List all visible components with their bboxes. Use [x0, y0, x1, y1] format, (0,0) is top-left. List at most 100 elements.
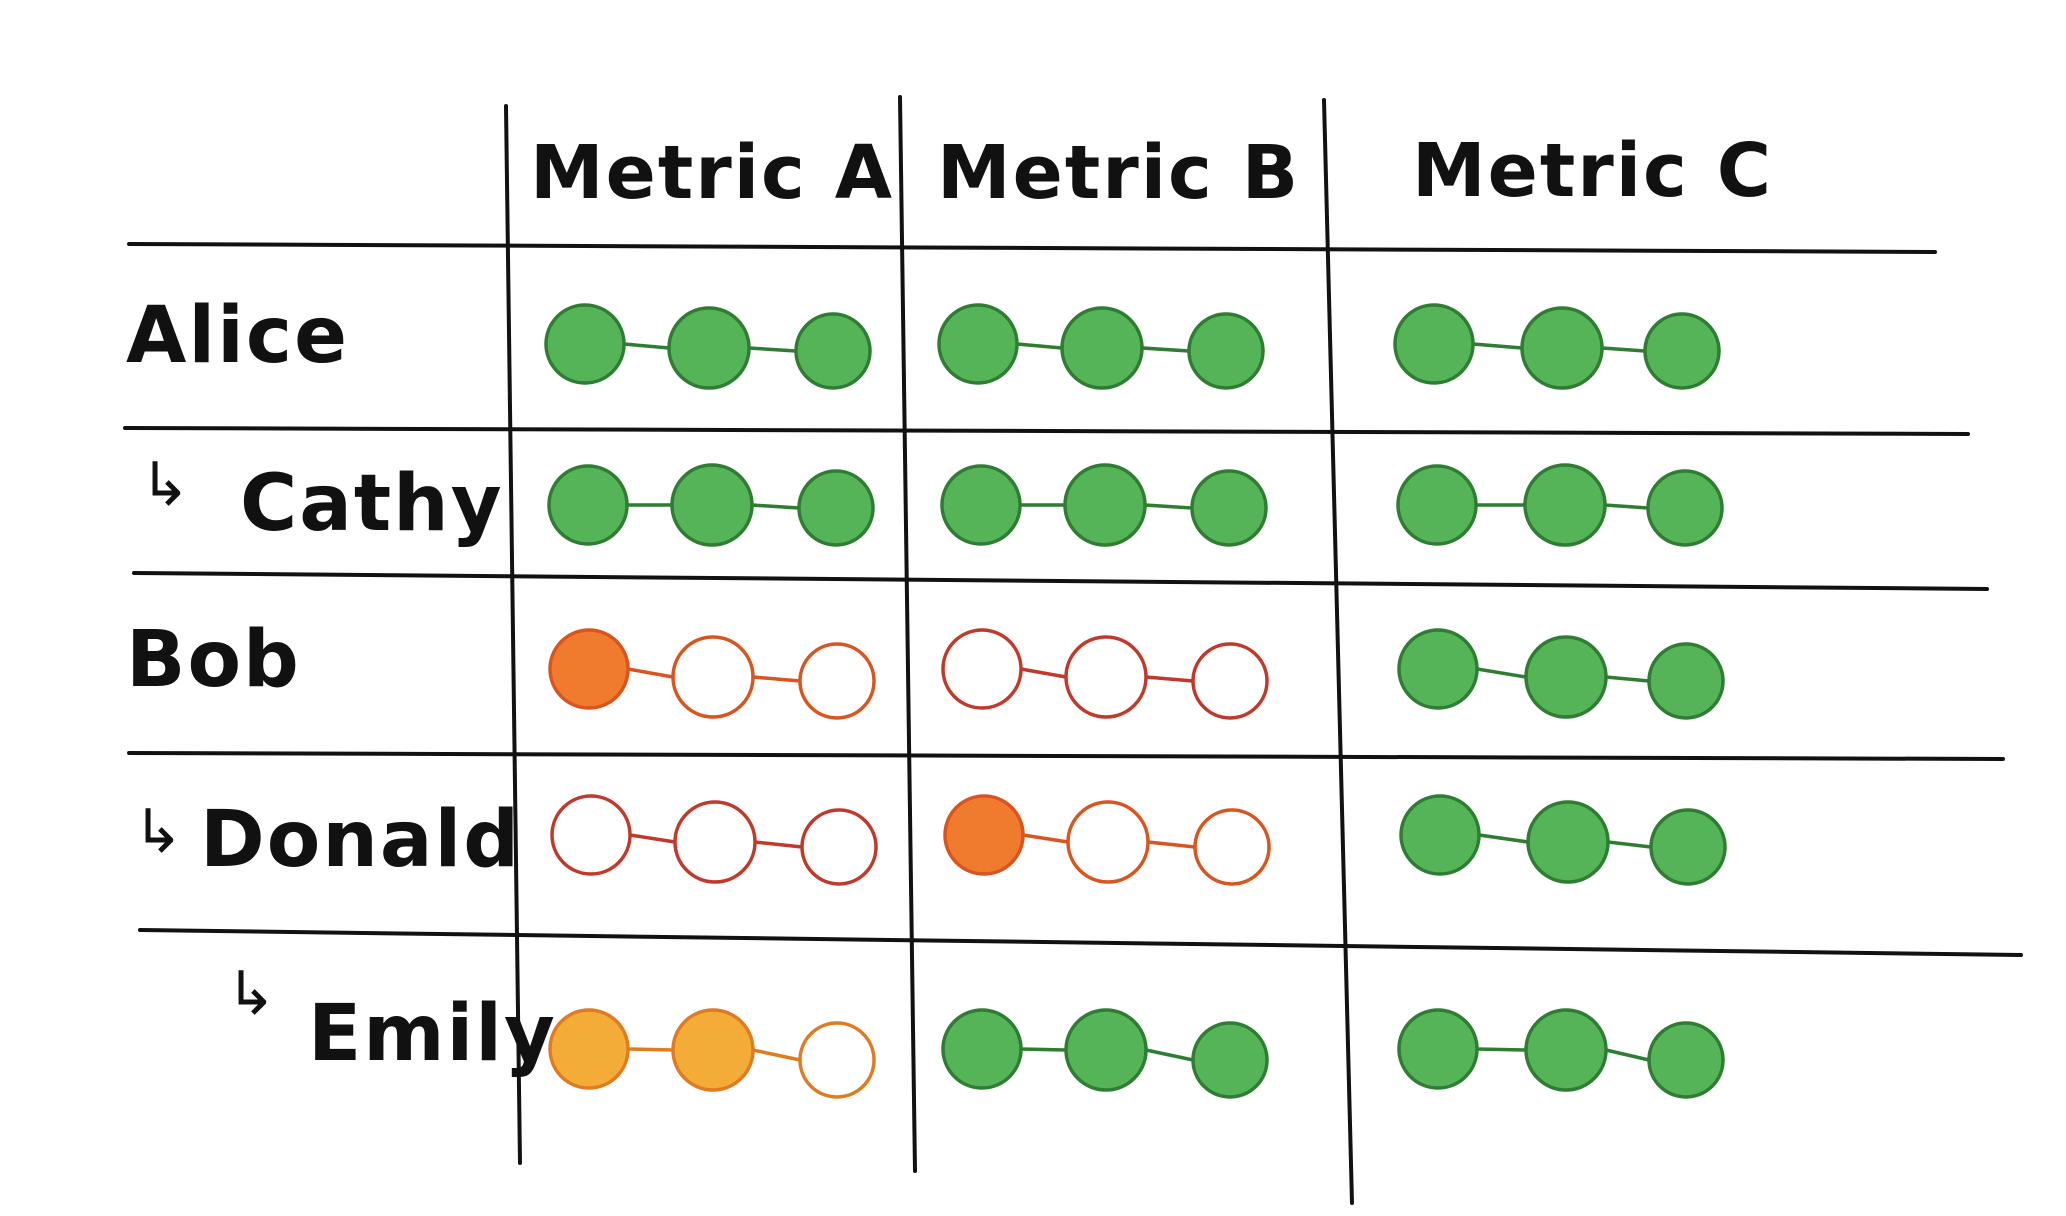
- status-chain-alice-1: [544, 303, 872, 390]
- status-connector: [1145, 675, 1194, 683]
- row-label-alice: Alice: [126, 291, 349, 381]
- status-connector: [1147, 840, 1196, 849]
- status-dot-filled: [941, 1008, 1023, 1090]
- status-dot-filled: [1524, 635, 1608, 719]
- status-connector: [748, 346, 797, 353]
- status-connector: [623, 342, 670, 350]
- status-connector: [1605, 675, 1650, 683]
- status-connector: [752, 1048, 801, 1062]
- status-dot-filled: [1060, 306, 1144, 390]
- status-dot-filled: [547, 464, 629, 546]
- status-dot-empty: [798, 1021, 876, 1099]
- row-labels: Alice ↳ Cathy Bob ↳ Donald ↳ Emily: [126, 291, 557, 1079]
- status-dot-filled: [1063, 463, 1147, 547]
- status-dot-filled: [797, 469, 875, 547]
- status-chain-cathy-1: [547, 463, 875, 547]
- status-dot-empty: [800, 808, 878, 886]
- status-dot-filled: [1523, 463, 1607, 547]
- column-header-metric-a: Metric A: [530, 130, 894, 216]
- status-dot-filled: [1643, 312, 1721, 390]
- status-chain-cathy-3: [1396, 463, 1724, 547]
- status-dot-empty: [1064, 635, 1148, 719]
- status-dot-filled: [1646, 469, 1724, 547]
- status-dot-empty: [798, 642, 876, 720]
- status-connector: [629, 833, 676, 844]
- status-connector: [1604, 503, 1649, 510]
- status-connector: [1016, 342, 1063, 350]
- status-connector: [1476, 667, 1527, 679]
- grid-line-col-3: [1322, 98, 1354, 1205]
- status-connector: [1472, 342, 1523, 350]
- status-dot-empty: [673, 800, 757, 884]
- vertical-grid-lines: [504, 95, 1354, 1205]
- status-connector: [751, 503, 800, 510]
- status-chain-alice-3: [1393, 303, 1721, 390]
- status-dot-empty: [1066, 800, 1150, 884]
- status-chain-donald-2: [943, 794, 1271, 886]
- grid-line-row-4: [138, 928, 2023, 957]
- status-dot-filled: [1526, 800, 1610, 884]
- column-headers: Metric A Metric B Metric C: [530, 128, 1773, 216]
- status-dot-empty: [1193, 808, 1271, 886]
- column-header-metric-b: Metric B: [937, 130, 1300, 216]
- status-connector: [1478, 833, 1529, 844]
- grid-line-row-1: [123, 426, 1970, 436]
- status-dot-filled: [1649, 808, 1727, 886]
- status-dot-filled: [1397, 628, 1479, 710]
- status-dot-filled: [667, 306, 751, 390]
- status-dot-filled: [943, 794, 1025, 876]
- status-connector: [752, 675, 801, 683]
- status-chain-bob-1: [548, 628, 876, 720]
- status-chain-bob-2: [941, 628, 1269, 720]
- status-dot-filled: [794, 312, 872, 390]
- status-connector: [1020, 1047, 1067, 1052]
- child-arrow-icon: ↳: [133, 797, 185, 867]
- status-dot-filled: [548, 628, 630, 710]
- status-chain-alice-2: [937, 303, 1265, 390]
- status-connector: [1607, 840, 1652, 849]
- indicator-chains: [544, 303, 1727, 1099]
- status-dot-filled: [1064, 1008, 1148, 1092]
- status-connector: [1601, 346, 1646, 353]
- status-dot-filled: [1187, 312, 1265, 390]
- grid-line-row-header: [127, 242, 1937, 254]
- status-dot-filled: [1647, 1021, 1725, 1099]
- status-connector: [754, 840, 803, 849]
- status-dot-filled: [1191, 1021, 1269, 1099]
- horizontal-grid-lines: [123, 242, 2023, 957]
- status-dot-filled: [1524, 1008, 1608, 1092]
- status-dot-filled: [1397, 1008, 1479, 1090]
- status-dot-filled: [1396, 464, 1478, 546]
- status-connector: [1476, 1047, 1527, 1052]
- grid-line-row-3: [127, 751, 2005, 761]
- status-dot-filled: [1190, 469, 1268, 547]
- column-header-metric-c: Metric C: [1412, 128, 1773, 214]
- status-dot-filled: [1647, 642, 1725, 720]
- grid-line-col-2: [898, 95, 917, 1173]
- status-dot-filled: [1393, 303, 1475, 385]
- status-chain-bob-3: [1397, 628, 1725, 720]
- status-dot-filled: [548, 1008, 630, 1090]
- status-dot-filled: [671, 1008, 755, 1092]
- row-label-emily: Emily: [308, 989, 557, 1079]
- status-chain-emily-3: [1397, 1008, 1725, 1099]
- status-chain-donald-1: [550, 794, 878, 886]
- status-connector: [1141, 346, 1190, 353]
- status-connector: [1605, 1048, 1650, 1062]
- status-dot-empty: [1191, 642, 1269, 720]
- status-dot-filled: [1399, 794, 1481, 876]
- child-arrow-icon: ↳: [140, 450, 192, 520]
- status-connector: [627, 1047, 674, 1052]
- status-connector: [1022, 833, 1069, 844]
- status-dot-filled: [1520, 306, 1604, 390]
- status-dot-empty: [550, 794, 632, 876]
- status-connector: [627, 667, 674, 679]
- status-dot-filled: [544, 303, 626, 385]
- status-chain-donald-3: [1399, 794, 1727, 886]
- row-label-bob: Bob: [126, 615, 301, 705]
- row-label-donald: Donald: [200, 795, 521, 885]
- status-dot-filled: [937, 303, 1019, 385]
- status-connector: [1145, 1048, 1194, 1062]
- status-dot-filled: [940, 464, 1022, 546]
- status-dot-filled: [670, 463, 754, 547]
